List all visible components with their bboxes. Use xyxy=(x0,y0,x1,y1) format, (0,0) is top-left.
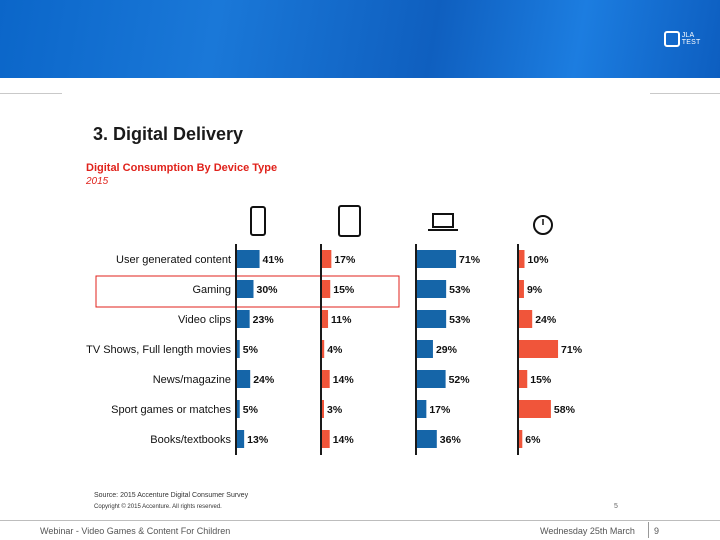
chart-title: Digital Consumption By Device Type xyxy=(86,162,278,174)
value-label: 11% xyxy=(331,314,352,326)
value-label: 4% xyxy=(327,344,343,356)
value-label: 36% xyxy=(440,434,462,446)
value-label: 53% xyxy=(449,284,471,296)
bar-smartphone xyxy=(237,430,245,448)
bar-laptop xyxy=(417,310,447,328)
category-label: Sport games or matches xyxy=(111,404,231,416)
bar-laptop xyxy=(417,280,447,298)
bar-smartphone xyxy=(237,250,260,268)
bar-smartwatch xyxy=(519,430,523,448)
value-label: 10% xyxy=(528,254,550,266)
category-label: Books/textbooks xyxy=(150,434,231,446)
bar-laptop xyxy=(417,430,437,448)
value-label: 15% xyxy=(333,284,355,296)
bar-smartphone xyxy=(237,310,250,328)
value-label: 23% xyxy=(253,314,275,326)
bar-tablet xyxy=(322,250,332,268)
bar-laptop xyxy=(417,400,427,418)
bar-tablet xyxy=(322,340,325,358)
logo-mark-icon xyxy=(664,31,680,47)
bar-tablet xyxy=(322,400,324,418)
chart-subtitle: 2015 xyxy=(86,176,109,187)
value-label: 53% xyxy=(449,314,471,326)
value-label: 14% xyxy=(333,374,355,386)
tablet-icon xyxy=(338,205,361,237)
category-label: User generated content xyxy=(116,254,231,266)
value-label: 71% xyxy=(561,344,583,356)
value-label: 14% xyxy=(333,434,355,446)
logo-text: JLA TEST xyxy=(681,32,701,46)
value-label: 71% xyxy=(459,254,481,266)
laptop-icon xyxy=(432,213,454,228)
bar-laptop xyxy=(417,250,457,268)
value-label: 52% xyxy=(449,374,471,386)
category-label: News/magazine xyxy=(153,374,231,386)
footer-event-title: Webinar - Video Games & Content For Chil… xyxy=(40,526,231,536)
bar-smartwatch xyxy=(519,310,533,328)
category-label: Gaming xyxy=(192,284,231,296)
smartwatch-icon xyxy=(533,215,553,235)
bar-smartphone xyxy=(237,370,251,388)
bar-smartwatch xyxy=(519,400,551,418)
source-note: Source: 2015 Accenture Digital Consumer … xyxy=(94,492,249,499)
value-label: 17% xyxy=(429,404,451,416)
footer-divider xyxy=(0,520,720,521)
company-logo: JLA TEST xyxy=(664,28,714,50)
value-label: 24% xyxy=(253,374,275,386)
bar-smartphone xyxy=(237,400,240,418)
bar-laptop xyxy=(417,340,433,358)
bar-tablet xyxy=(322,280,331,298)
bar-laptop xyxy=(417,370,446,388)
value-label: 58% xyxy=(554,404,576,416)
value-label: 9% xyxy=(527,284,543,296)
bar-tablet xyxy=(322,430,330,448)
value-label: 41% xyxy=(263,254,285,266)
category-label: Video clips xyxy=(178,314,231,326)
value-label: 15% xyxy=(530,374,552,386)
value-label: 17% xyxy=(334,254,356,266)
value-label: 3% xyxy=(327,404,343,416)
header-banner xyxy=(0,0,720,78)
category-label: TV Shows, Full length movies xyxy=(86,344,231,356)
bar-tablet xyxy=(322,370,330,388)
bar-tablet xyxy=(322,310,329,328)
highlight-box xyxy=(95,275,400,308)
bar-smartphone xyxy=(237,280,254,298)
value-label: 30% xyxy=(257,284,279,296)
slide-title: 3. Digital Delivery xyxy=(93,124,244,144)
bar-smartwatch xyxy=(519,250,525,268)
divider-left xyxy=(0,93,62,94)
copyright-note: Copyright © 2015 Accenture. All rights r… xyxy=(94,504,222,510)
value-label: 5% xyxy=(243,344,259,356)
value-label: 13% xyxy=(247,434,269,446)
value-label: 5% xyxy=(243,404,259,416)
footer-separator xyxy=(648,522,649,538)
bar-smartwatch xyxy=(519,340,559,358)
footer-date: Wednesday 25th March xyxy=(540,526,635,536)
inner-page-number: 5 xyxy=(614,503,618,510)
bar-smartphone xyxy=(237,340,240,358)
bar-smartwatch xyxy=(519,280,524,298)
divider-right xyxy=(650,93,720,94)
footer-page-number: 9 xyxy=(654,526,660,536)
value-label: 29% xyxy=(436,344,458,356)
smartphone-icon xyxy=(250,206,266,236)
value-label: 24% xyxy=(535,314,557,326)
bar-smartwatch xyxy=(519,370,528,388)
value-label: 6% xyxy=(525,434,541,446)
